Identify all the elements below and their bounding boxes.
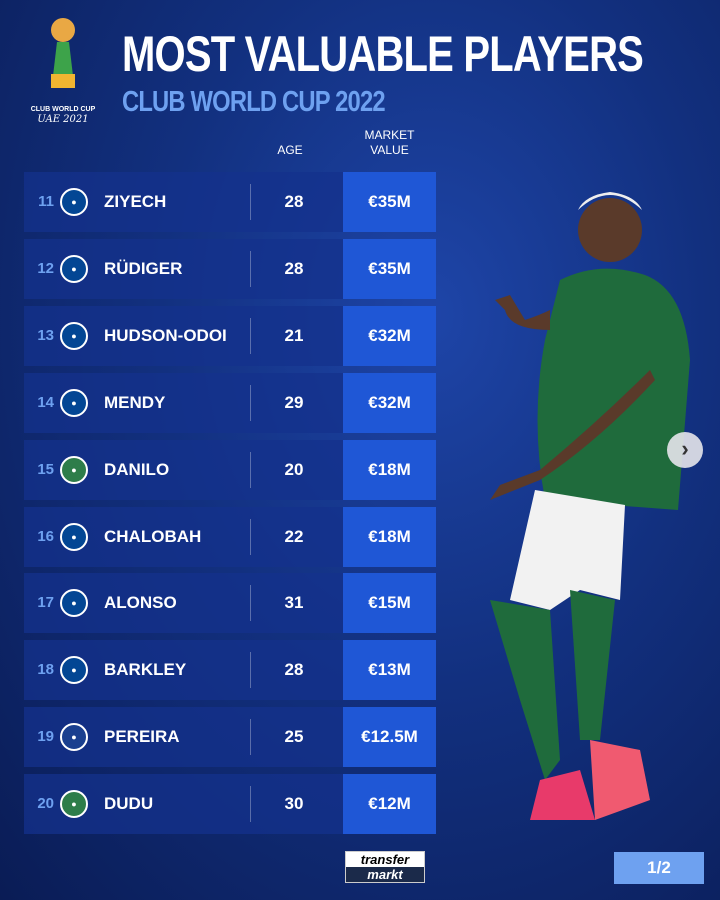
logo-text: markt xyxy=(346,867,424,882)
rank: 17 xyxy=(37,594,54,612)
trophy-icon xyxy=(51,18,75,88)
table-row: 18 ● BARKLEY 28 €13M xyxy=(24,640,436,701)
market-value: €35M xyxy=(343,238,436,299)
player-age: 28 xyxy=(284,258,304,278)
player-age: 28 xyxy=(284,192,304,211)
player-name: BARKLEY xyxy=(104,660,187,680)
divider xyxy=(250,384,251,421)
table-row: 19 ● PEREIRA 25 €12.5M xyxy=(24,707,436,768)
table-row: 16 ● CHALOBAH 22 €18M xyxy=(24,506,436,567)
logo-text: CLUB WORLD CUP xyxy=(30,106,96,113)
rank: 16 xyxy=(37,527,54,545)
table-row: 14 ● MENDY 29 €32M xyxy=(24,372,436,433)
chevron-right-icon: › xyxy=(681,436,689,461)
rank: 13 xyxy=(37,326,54,344)
divider xyxy=(250,451,251,488)
player-age: 21 xyxy=(284,325,304,345)
rank: 18 xyxy=(37,661,54,679)
club-badge-icon: ● xyxy=(60,388,88,417)
divider xyxy=(250,652,251,689)
market-value: €32M xyxy=(343,372,436,433)
table-row: 20 ● DUDU 30 €12M xyxy=(24,774,436,835)
rank: 20 xyxy=(37,795,54,813)
player-name: HUDSON-ODOI xyxy=(104,325,227,345)
page-indicator: 1/2 xyxy=(614,852,704,884)
player-age: 30 xyxy=(284,794,304,814)
divider xyxy=(250,585,251,622)
player-name: MENDY xyxy=(104,392,166,412)
market-value: €18M xyxy=(343,506,436,567)
rank: 19 xyxy=(37,728,54,746)
table-row: 11 ● ZIYECH 28 €35M xyxy=(24,172,436,232)
logo-text: transfer xyxy=(360,852,410,867)
club-badge-icon: ● xyxy=(60,656,88,685)
market-value: €32M xyxy=(343,305,436,366)
player-name: CHALOBAH xyxy=(104,526,202,546)
player-name: ALONSO xyxy=(104,593,177,613)
divider xyxy=(250,250,251,287)
divider xyxy=(250,518,251,555)
page-title: MOST VALUABLE PLAYERS xyxy=(122,26,644,82)
club-badge-icon: ● xyxy=(60,455,88,484)
next-slide-button[interactable]: › xyxy=(667,432,703,468)
divider xyxy=(250,184,251,220)
rank: 12 xyxy=(37,259,54,277)
player-name: DUDU xyxy=(104,794,154,814)
market-value: €35M xyxy=(343,172,436,232)
divider xyxy=(250,317,251,354)
header-line: VALUE xyxy=(370,143,409,157)
player-age: 31 xyxy=(284,593,304,613)
table-row: 12 ● RÜDIGER 28 €35M xyxy=(24,238,436,299)
column-header-market-value: MARKET VALUE xyxy=(343,128,436,158)
club-badge-icon: ● xyxy=(60,522,88,551)
divider xyxy=(250,719,251,756)
player-age: 20 xyxy=(284,459,304,479)
market-value: €12.5M xyxy=(343,707,436,768)
player-age: 22 xyxy=(284,526,304,546)
table-row: 15 ● DANILO 20 €18M xyxy=(24,439,436,500)
player-name: ZIYECH xyxy=(104,192,167,211)
club-badge-icon: ● xyxy=(60,188,88,216)
player-age: 29 xyxy=(284,392,304,412)
rank: 15 xyxy=(37,460,54,478)
market-value: €15M xyxy=(343,573,436,634)
header-line: MARKET xyxy=(364,128,415,142)
club-badge-icon: ● xyxy=(60,254,88,283)
table-row: 13 ● HUDSON-ODOI 21 €32M xyxy=(24,305,436,366)
logo-text: UAE 2021 xyxy=(37,114,89,125)
player-photo xyxy=(490,192,690,820)
player-age: 28 xyxy=(284,660,304,680)
club-badge-icon: ● xyxy=(60,321,88,350)
rank: 11 xyxy=(38,193,54,210)
club-badge-icon: ● xyxy=(60,790,88,819)
divider xyxy=(250,786,251,823)
page-subtitle: CLUB WORLD CUP 2022 xyxy=(122,86,386,118)
transfermarkt-logo: transfer markt xyxy=(345,851,425,883)
market-value: €13M xyxy=(343,640,436,701)
market-value: €12M xyxy=(343,774,436,835)
player-name: RÜDIGER xyxy=(104,258,183,278)
club-badge-icon: ● xyxy=(60,723,88,752)
column-header-age: AGE xyxy=(277,143,303,157)
market-value: €18M xyxy=(343,439,436,500)
table-row: 17 ● ALONSO 31 €15M xyxy=(24,573,436,634)
player-name: DANILO xyxy=(104,459,170,479)
rank: 14 xyxy=(37,393,54,411)
club-world-cup-logo: CLUB WORLD CUP UAE 2021 xyxy=(28,16,98,126)
player-age: 25 xyxy=(284,727,304,747)
club-badge-icon: ● xyxy=(60,589,88,618)
player-name: PEREIRA xyxy=(104,727,180,747)
